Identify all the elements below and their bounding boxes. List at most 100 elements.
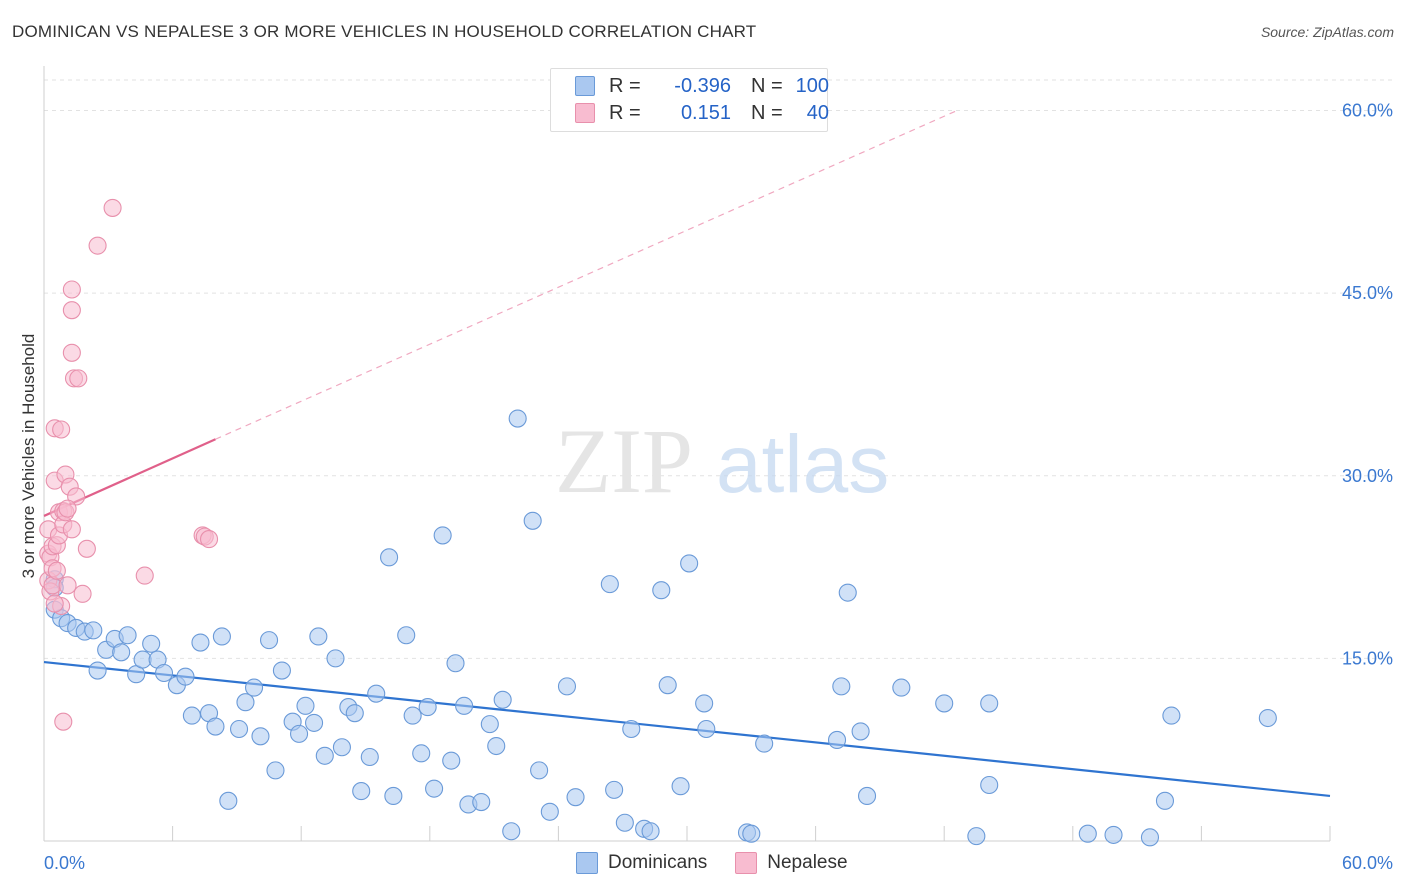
data-point-dominicans bbox=[1155, 791, 1175, 810]
y-axis-label: 3 or more Vehicles in Household bbox=[19, 334, 38, 579]
data-point-dominicans bbox=[641, 822, 660, 841]
legend-r-value: -0.396 bbox=[674, 74, 731, 97]
data-point-dominicans bbox=[403, 706, 422, 725]
legend-label-dominicans: Dominicans bbox=[608, 852, 708, 873]
data-point-nepalese bbox=[62, 343, 81, 362]
data-point-dominicans bbox=[345, 704, 364, 723]
data-point-nepalese bbox=[69, 369, 88, 388]
data-point-dominicans bbox=[1162, 706, 1181, 725]
data-point-dominicans bbox=[652, 581, 671, 600]
data-point-dominicans bbox=[857, 786, 877, 806]
tick-labels: 15.0% 30.0% 45.0% 60.0% 0.0% 60.0% bbox=[44, 101, 1393, 873]
data-point-dominicans bbox=[566, 788, 585, 807]
data-point-dominicans bbox=[980, 694, 999, 713]
data-point-dominicans bbox=[418, 698, 437, 717]
data-point-dominicans bbox=[380, 548, 399, 567]
data-point-dominicans bbox=[326, 649, 345, 668]
data-point-dominicans bbox=[182, 706, 201, 725]
data-point-nepalese bbox=[62, 520, 81, 539]
data-point-nepalese bbox=[62, 301, 81, 320]
data-point-dominicans bbox=[367, 684, 386, 703]
data-point-dominicans bbox=[112, 643, 131, 662]
legend-swatch-dominicans bbox=[575, 76, 595, 96]
chart-title: DOMINICAN VS NEPALESE 3 OR MORE VEHICLES… bbox=[12, 22, 757, 41]
data-point-dominicans bbox=[1258, 708, 1277, 728]
data-point-nepalese bbox=[47, 561, 66, 580]
data-point-nepalese bbox=[199, 530, 219, 549]
data-point-dominicans bbox=[259, 631, 279, 650]
trend-line-extension bbox=[215, 109, 958, 440]
data-point-dominicans bbox=[472, 792, 491, 812]
legend-swatch-dominicans bbox=[576, 852, 598, 874]
legend-n-value: 100 bbox=[795, 74, 829, 97]
legend-n-label: N = bbox=[751, 74, 783, 97]
data-point-nepalese bbox=[58, 576, 77, 595]
data-point-dominicans bbox=[680, 554, 699, 573]
data-point-dominicans bbox=[442, 751, 461, 770]
data-point-dominicans bbox=[523, 511, 542, 530]
data-point-dominicans bbox=[176, 667, 195, 686]
data-point-nepalese bbox=[58, 499, 77, 518]
data-point-dominicans bbox=[266, 761, 285, 780]
data-point-dominicans bbox=[671, 777, 690, 796]
data-point-dominicans bbox=[851, 722, 870, 741]
data-point-nepalese bbox=[52, 420, 71, 439]
data-point-dominicans bbox=[446, 654, 465, 673]
data-point-dominicans bbox=[212, 627, 231, 646]
watermark-atlas: atlas bbox=[716, 419, 889, 510]
data-point-dominicans bbox=[658, 676, 677, 695]
data-point-dominicans bbox=[935, 694, 954, 713]
data-point-dominicans bbox=[251, 727, 270, 746]
legend-n-value: 40 bbox=[806, 101, 829, 124]
data-point-dominicans bbox=[622, 719, 641, 739]
legend-item-dominicans: Dominicans bbox=[576, 852, 707, 874]
data-point-nepalese bbox=[73, 584, 92, 603]
series-legend: Dominicans Nepalese bbox=[576, 852, 876, 874]
data-point-nepalese bbox=[135, 566, 154, 585]
data-point-dominicans bbox=[838, 583, 857, 602]
data-point-dominicans bbox=[206, 717, 225, 736]
data-point-dominicans bbox=[600, 575, 619, 594]
data-point-dominicans bbox=[290, 724, 309, 743]
data-point-dominicans bbox=[244, 678, 264, 697]
data-point-nepalese bbox=[62, 280, 81, 299]
legend-row-nepalese: R = 0.151 N = 40 bbox=[575, 100, 829, 126]
watermark-zip: ZIP bbox=[555, 410, 693, 512]
data-point-dominicans bbox=[1078, 824, 1097, 843]
data-point-dominicans bbox=[315, 746, 334, 765]
legend-r-value: 0.151 bbox=[680, 101, 731, 124]
legend-swatch-nepalese bbox=[575, 103, 595, 123]
data-point-dominicans bbox=[229, 719, 249, 739]
legend-r-label: R = bbox=[609, 101, 641, 124]
data-point-dominicans bbox=[455, 696, 474, 715]
x-tick-label: 60.0% bbox=[1342, 853, 1393, 873]
data-point-dominicans bbox=[967, 827, 986, 846]
data-point-dominicans bbox=[980, 775, 999, 795]
data-point-dominicans bbox=[412, 744, 431, 763]
data-point-dominicans bbox=[480, 715, 499, 734]
data-point-dominicans bbox=[154, 663, 174, 683]
data-point-dominicans bbox=[384, 786, 403, 806]
data-point-dominicans bbox=[191, 633, 210, 652]
data-point-dominicans bbox=[332, 738, 351, 757]
legend-item-nepalese: Nepalese bbox=[735, 852, 848, 874]
data-point-dominicans bbox=[84, 621, 103, 640]
y-tick-label: 30.0% bbox=[1342, 466, 1393, 486]
legend-swatch-nepalese bbox=[735, 852, 758, 874]
data-point-dominicans bbox=[557, 677, 577, 696]
x-tick-label: 0.0% bbox=[44, 853, 85, 873]
legend-n-label: N = bbox=[751, 101, 783, 124]
data-point-dominicans bbox=[1140, 828, 1160, 847]
data-point-dominicans bbox=[309, 627, 328, 646]
data-point-dominicans bbox=[615, 813, 634, 832]
data-point-dominicans bbox=[832, 677, 851, 696]
data-point-dominicans bbox=[695, 694, 714, 713]
data-point-dominicans bbox=[892, 678, 911, 697]
data-point-dominicans bbox=[305, 713, 324, 732]
data-point-dominicans bbox=[530, 761, 549, 780]
data-point-dominicans bbox=[1104, 825, 1123, 844]
data-point-dominicans bbox=[360, 747, 379, 767]
data-point-dominicans bbox=[397, 626, 416, 645]
data-point-dominicans bbox=[133, 650, 152, 669]
